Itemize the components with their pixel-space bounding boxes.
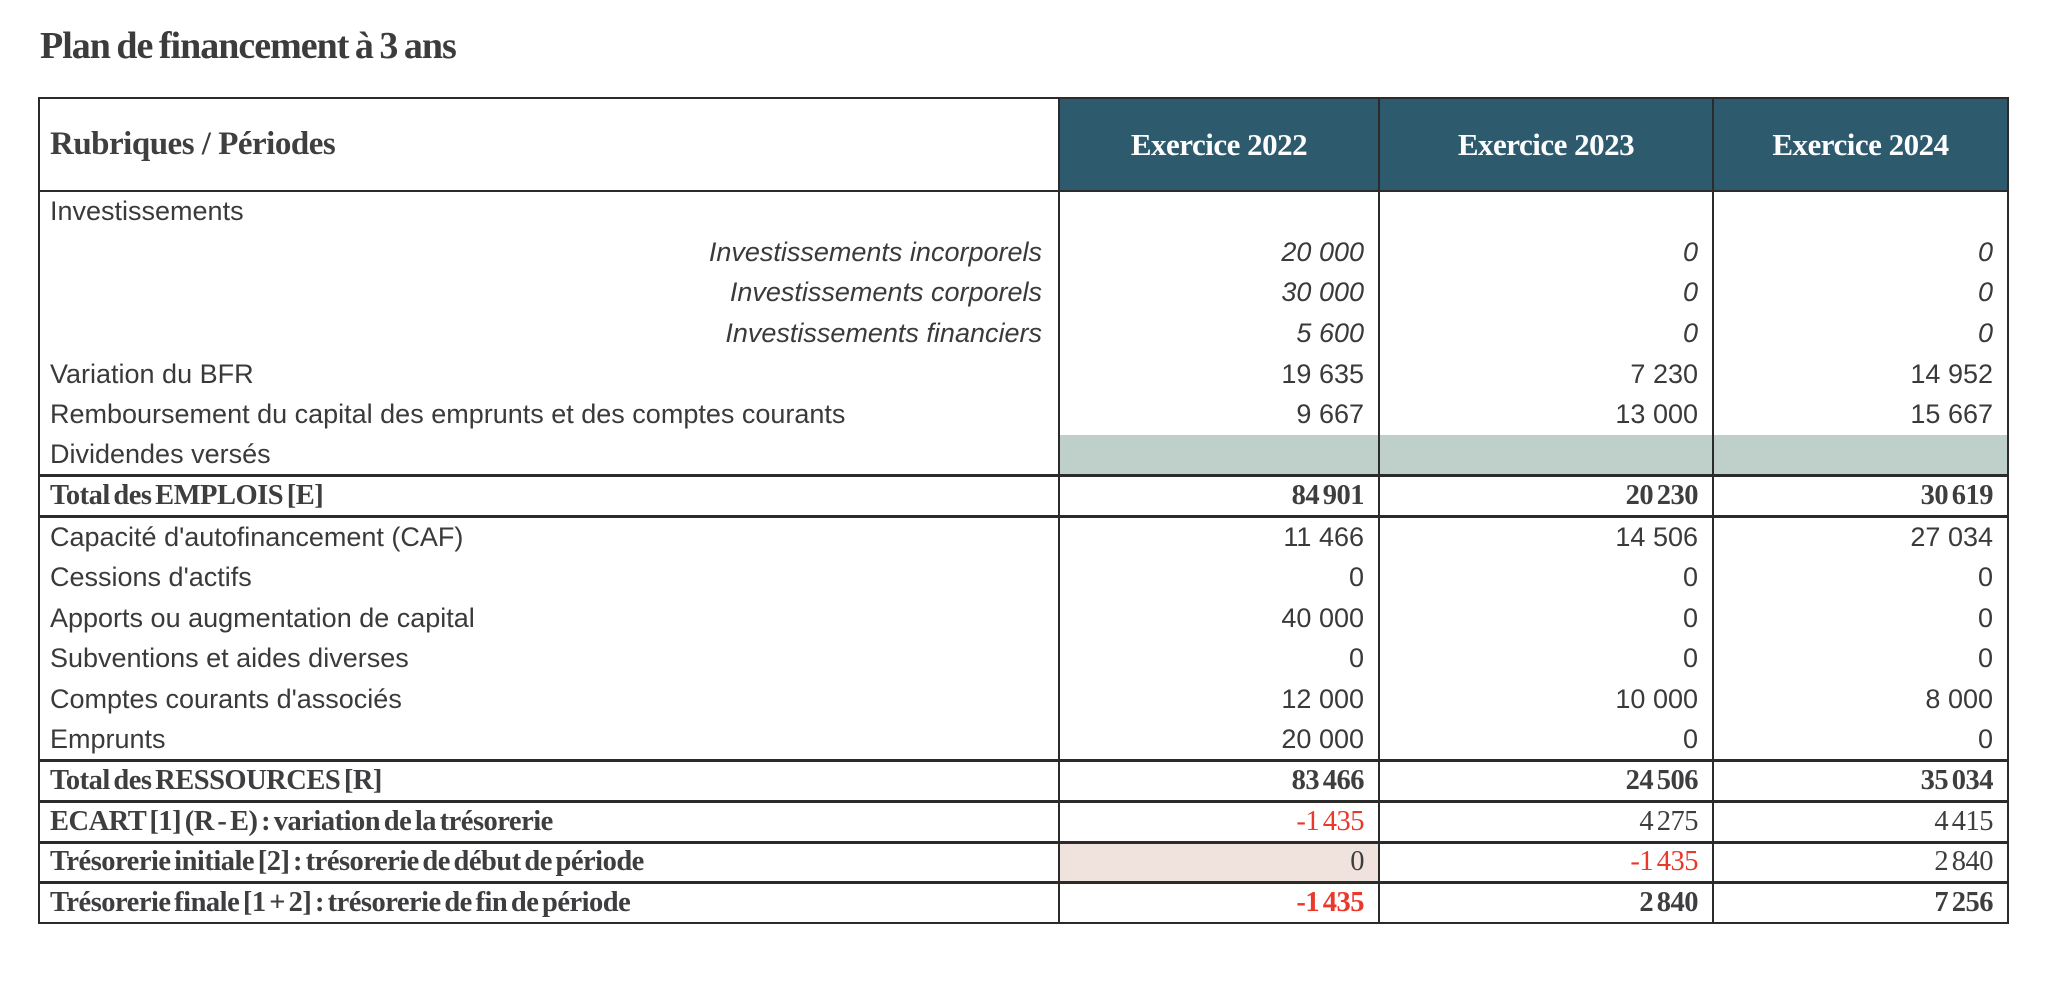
cell-exercice-2022: -1 435 — [1058, 882, 1379, 924]
cell-exercice-2024 — [1712, 191, 2008, 232]
cell-exercice-2024: 4 415 — [1712, 801, 2008, 844]
table-row: Variation du BFR 19 635 7 230 14 952 — [39, 353, 2008, 395]
header-row: Rubriques / Périodes Exercice 2022 Exerc… — [39, 98, 2008, 192]
cell-exercice-2024: 15 667 — [1712, 394, 2008, 436]
cell-exercice-2023: 10 000 — [1378, 679, 1713, 720]
cell-exercice-2023: 13 000 — [1378, 394, 1713, 436]
row-label: Investissements incorporels — [708, 236, 1042, 267]
table-row: Subventions et aides diverses 0 0 0 — [39, 638, 2008, 680]
column-header-exercice-2022: Exercice 2022 — [1058, 98, 1379, 192]
row-label: Total des EMPLOIS [E] — [39, 474, 1059, 518]
cell-exercice-2023 — [1378, 191, 1713, 232]
cell-exercice-2022: 40 000 — [1058, 597, 1379, 639]
cell-exercice-2024: 30 619 — [1712, 474, 2008, 518]
table-row: Emprunts 20 000 0 0 — [39, 719, 2008, 761]
table-row: Investissements corporels 30 000 0 0 — [39, 272, 2008, 314]
table-row: Investissements incorporels 20 000 0 0 — [39, 231, 2008, 273]
cell-exercice-2023: 20 230 — [1378, 474, 1713, 518]
cell-exercice-2023: 4 275 — [1378, 801, 1713, 844]
cell-exercice-2023: 0 — [1378, 638, 1713, 680]
row-label: Dividendes versés — [50, 439, 271, 470]
cell-exercice-2023: 2 840 — [1378, 882, 1713, 924]
cell-exercice-2024: 35 034 — [1712, 759, 2008, 803]
column-header-rubriques-periodes: Rubriques / Périodes — [39, 98, 1059, 192]
table-row: Total des RESSOURCES [R] 83 466 24 506 35 0… — [39, 759, 2008, 803]
cell-exercice-2023: 0 — [1378, 272, 1713, 314]
cell-exercice-2023: 0 — [1378, 231, 1713, 273]
cell-exercice-2023: 24 506 — [1378, 759, 1713, 803]
table-row: Dividendes versés — [39, 435, 2008, 476]
cell-exercice-2024: 7 256 — [1712, 882, 2008, 924]
cell-exercice-2022: 5 600 — [1058, 313, 1379, 354]
cell-exercice-2022: 9 667 — [1058, 394, 1379, 436]
row-label: Apports ou augmentation de capital — [50, 602, 475, 633]
table-row: Total des EMPLOIS [E] 84 901 20 230 30 619 — [39, 474, 2008, 518]
cell-exercice-2022: 20 000 — [1058, 719, 1379, 761]
cell-exercice-2022: 0 — [1058, 557, 1379, 598]
cell-exercice-2022: 12 000 — [1058, 679, 1379, 720]
cell-exercice-2024: 8 000 — [1712, 679, 2008, 720]
cell-exercice-2023: -1 435 — [1378, 842, 1713, 885]
table-row: Comptes courants d'associés 12 000 10 000 8… — [39, 679, 2008, 720]
row-label: Investissements corporels — [729, 277, 1042, 308]
cell-exercice-2023: 7 230 — [1378, 353, 1713, 395]
row-label: Subventions et aides diverses — [50, 643, 409, 674]
cell-exercice-2022: 83 466 — [1058, 759, 1379, 803]
table-row: Apports ou augmentation de capital 40 000… — [39, 597, 2008, 639]
table-row: Cessions d'actifs 0 0 0 — [39, 557, 2008, 598]
cell-exercice-2022: -1 435 — [1058, 801, 1379, 844]
row-label: Capacité d'autofinancement (CAF) — [50, 522, 464, 553]
column-header-exercice-2023: Exercice 2023 — [1378, 98, 1713, 192]
page-title: Plan de financement à 3 ans — [40, 25, 457, 67]
financing-plan-table: Rubriques / Périodes Exercice 2022 Exerc… — [38, 97, 2009, 925]
cell-exercice-2023: 0 — [1378, 719, 1713, 761]
row-label: Investissements — [50, 196, 244, 227]
row-label: Total des RESSOURCES [R] — [39, 759, 1059, 803]
cell-exercice-2022 — [1058, 191, 1379, 232]
row-label: Cessions d'actifs — [50, 562, 252, 593]
cell-exercice-2024: 0 — [1712, 597, 2008, 639]
cell-exercice-2024: 0 — [1712, 557, 2008, 598]
cell-exercice-2024: 0 — [1712, 719, 2008, 761]
table-row: Investissements — [39, 191, 2008, 232]
row-label: Comptes courants d'associés — [50, 684, 402, 715]
column-header-exercice-2024: Exercice 2024 — [1712, 98, 2008, 192]
cell-exercice-2023 — [1378, 435, 1713, 476]
cell-exercice-2022: 0 — [1058, 842, 1379, 885]
table-body: Investissements Investissements incorpore… — [39, 191, 2008, 924]
table-row: Remboursement du capital des emprunts et… — [39, 394, 2008, 436]
cell-exercice-2024: 0 — [1712, 272, 2008, 314]
table-row: Investissements financiers 5 600 0 0 — [39, 313, 2008, 354]
cell-exercice-2022: 20 000 — [1058, 231, 1379, 273]
table-row: Trésorerie initiale [2] : trésorerie de … — [39, 842, 2008, 885]
cell-exercice-2024: 14 952 — [1712, 353, 2008, 395]
cell-exercice-2022: 30 000 — [1058, 272, 1379, 314]
cell-exercice-2022 — [1058, 435, 1379, 476]
table-row: Trésorerie finale [1 + 2] : trésorerie d… — [39, 882, 2008, 924]
cell-exercice-2023: 14 506 — [1378, 516, 1713, 558]
cell-exercice-2024: 27 034 — [1712, 516, 2008, 558]
cell-exercice-2024: 0 — [1712, 313, 2008, 354]
cell-exercice-2022: 19 635 — [1058, 353, 1379, 395]
row-label: Investissements financiers — [725, 317, 1042, 348]
row-label: Variation du BFR — [50, 358, 254, 389]
cell-exercice-2023: 0 — [1378, 557, 1713, 598]
cell-exercice-2023: 0 — [1378, 313, 1713, 354]
cell-exercice-2024: 0 — [1712, 231, 2008, 273]
row-label: ECART [1] (R - E) : variation de la trés… — [39, 801, 1059, 844]
cell-exercice-2024: 0 — [1712, 638, 2008, 680]
table-row: ECART [1] (R - E) : variation de la trés… — [39, 801, 2008, 844]
cell-exercice-2023: 0 — [1378, 597, 1713, 639]
row-label: Remboursement du capital des emprunts et… — [50, 399, 846, 430]
cell-exercice-2024 — [1712, 435, 2008, 476]
cell-exercice-2022: 0 — [1058, 638, 1379, 680]
cell-exercice-2024: 2 840 — [1712, 842, 2008, 885]
cell-exercice-2022: 84 901 — [1058, 474, 1379, 518]
row-label: Emprunts — [50, 724, 166, 755]
row-label: Trésorerie finale [1 + 2] : trésorerie d… — [50, 887, 631, 919]
table-row: Capacité d'autofinancement (CAF) 11 466 14… — [39, 516, 2008, 558]
cell-exercice-2022: 11 466 — [1058, 516, 1379, 558]
row-label: Trésorerie initiale [2] : trésorerie de … — [39, 842, 1059, 885]
